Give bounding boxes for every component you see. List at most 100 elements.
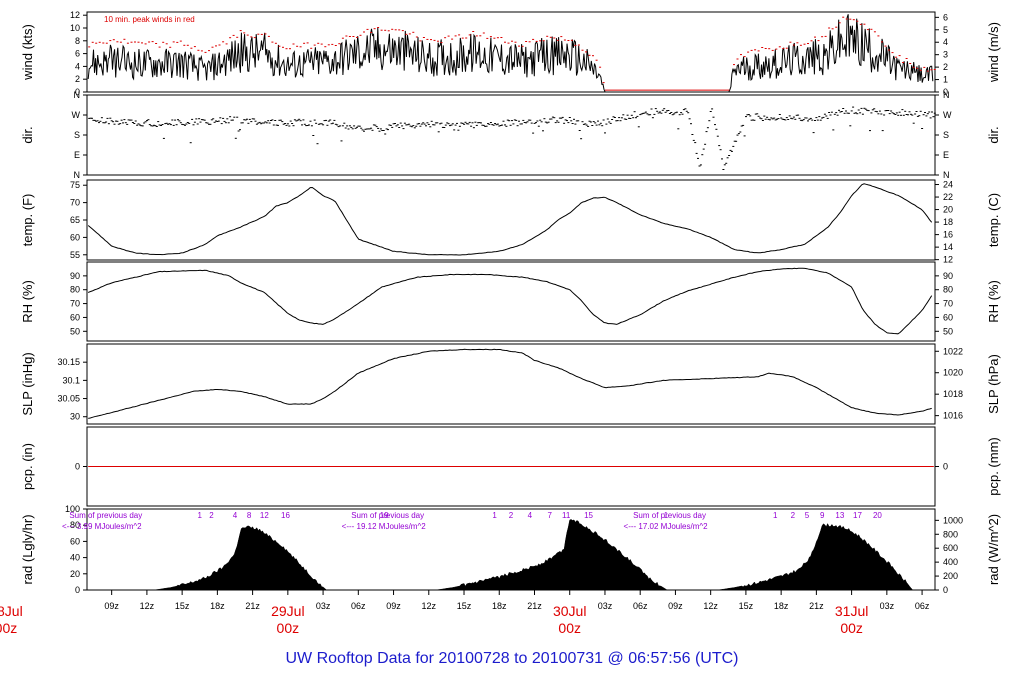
wind-ytick-label-left: 2	[75, 74, 80, 84]
dir-point	[147, 119, 150, 121]
dir-point	[581, 121, 584, 123]
wind-peak-marker	[155, 43, 158, 44]
dir-point	[695, 152, 698, 154]
dir-point	[814, 120, 816, 121]
dir-point	[217, 120, 220, 122]
dir-point	[107, 123, 110, 125]
dir-point	[392, 123, 395, 125]
wind-peak-marker	[845, 18, 848, 20]
slp-series-line	[88, 348, 932, 419]
wind-peak-marker	[158, 46, 161, 48]
dir-point	[494, 123, 497, 124]
wind-peak-marker	[905, 58, 908, 59]
dir-point	[356, 126, 358, 128]
rad-hour-marker: 16	[281, 511, 290, 520]
dir-point	[912, 122, 915, 124]
wind-peak-marker	[394, 29, 397, 31]
wind-peak-marker	[144, 43, 147, 45]
dir-point	[770, 117, 773, 119]
wind-peak-marker	[172, 41, 175, 43]
dir-point	[441, 126, 444, 128]
dir-point	[312, 135, 315, 136]
dir-point	[313, 119, 316, 121]
dir-point	[501, 124, 504, 126]
dir-point	[729, 149, 732, 151]
dir-point	[230, 119, 233, 121]
dir-point	[439, 123, 442, 125]
dir-point	[823, 113, 826, 115]
dir-point	[88, 117, 91, 119]
dir-point	[267, 120, 270, 122]
dir-point	[798, 117, 801, 119]
wind-peak-marker	[317, 42, 320, 44]
dir-point	[196, 123, 199, 125]
dir-point	[843, 112, 846, 114]
dir-point	[210, 119, 213, 121]
dir-point	[470, 125, 473, 127]
dir-point	[279, 119, 282, 121]
x-tick-label: 09z	[386, 601, 401, 611]
wind-peak-marker	[186, 44, 189, 46]
wind-ytick-label-right: 1	[943, 75, 948, 85]
dir-point	[591, 125, 594, 126]
dir-point	[577, 120, 580, 122]
rad-hour-marker: 4	[528, 511, 533, 520]
x-tick-label: 21z	[809, 601, 824, 611]
wind-ytick-label-right: 5	[943, 25, 948, 35]
temp-ytick-label-left: 65	[70, 215, 80, 225]
dir-point	[525, 122, 528, 124]
wind-ytick-label-left: 8	[75, 36, 80, 46]
dir-point	[742, 124, 745, 126]
dir-point	[774, 119, 777, 121]
dir-point	[89, 117, 92, 119]
wind-peak-marker	[430, 39, 432, 41]
dir-point	[597, 120, 599, 122]
dir-point	[146, 120, 148, 122]
dir-point	[185, 123, 188, 125]
dir-point	[306, 125, 309, 126]
rad-hour-marker: 2	[209, 511, 214, 520]
dir-point	[203, 119, 206, 121]
dir-point	[254, 120, 257, 122]
dir-point	[784, 119, 787, 121]
dir-point	[133, 123, 136, 124]
x-date-label: 29Jul	[271, 603, 304, 619]
dir-point	[382, 130, 385, 131]
dir-point	[901, 109, 904, 111]
dir-point	[526, 121, 529, 123]
dir-point	[546, 122, 549, 124]
dir-point	[829, 114, 832, 116]
wind-ytick-label-right: 4	[943, 37, 948, 47]
dir-point	[876, 111, 878, 113]
dir-point	[893, 113, 895, 115]
dir-point	[885, 110, 888, 111]
dir-point	[351, 128, 354, 130]
dir-point	[760, 118, 763, 120]
dir-point	[768, 119, 771, 121]
dir-point	[797, 114, 800, 116]
temp-ytick-label-right: 22	[943, 192, 953, 202]
temp-ytick-label-right: 18	[943, 217, 953, 227]
wind-peak-marker	[585, 51, 587, 53]
wind-peak-marker	[88, 46, 91, 48]
wind-peak-marker	[750, 49, 753, 51]
wind-peak-marker	[105, 42, 108, 44]
dir-point	[258, 121, 261, 123]
wind-peak-marker	[891, 52, 894, 54]
dir-point	[711, 108, 714, 110]
dir-point	[629, 118, 632, 119]
dir-ytick-label-left: W	[72, 110, 81, 120]
dir-point	[403, 122, 406, 124]
wind-peak-marker	[384, 29, 387, 31]
rad-annotation-line1: Sum of previous day	[633, 511, 706, 520]
wind-peak-marker	[222, 41, 225, 43]
wind-peak-marker	[581, 49, 584, 51]
dir-point	[825, 115, 828, 117]
dir-point	[332, 122, 334, 124]
wind-peak-marker	[835, 26, 838, 28]
dir-point	[692, 139, 695, 141]
dir-point	[329, 119, 332, 121]
dir-point	[458, 125, 461, 127]
dir-point	[722, 169, 725, 170]
dir-point	[905, 114, 908, 115]
